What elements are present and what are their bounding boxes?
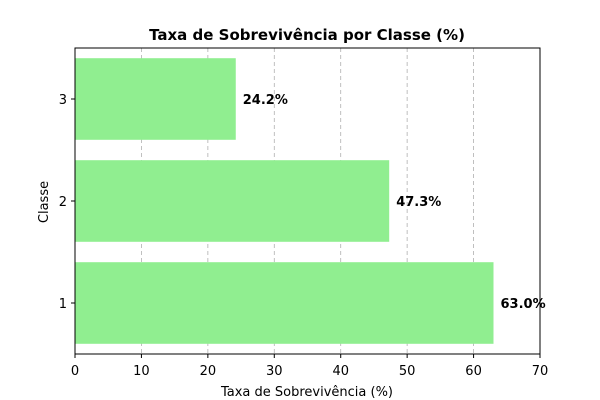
bars: [75, 58, 494, 344]
x-tick-label: 70: [532, 364, 549, 379]
data-labels: 63.0% 47.3% 24.2%: [243, 93, 546, 312]
data-label-class-2: 47.3%: [396, 195, 441, 210]
chart-title: Taxa de Sobrevivência por Classe (%): [149, 26, 465, 44]
x-axis-label: Taxa de Sobrevivência (%): [220, 385, 393, 400]
x-tick-label: 30: [266, 364, 283, 379]
x-axis-ticks: 0 10 20 30 40 50 60 70: [71, 354, 548, 379]
x-tick-label: 10: [133, 364, 150, 379]
x-tick-label: 40: [332, 364, 349, 379]
x-tick-label: 60: [465, 364, 482, 379]
bar-class-3: [75, 58, 236, 140]
data-label-class-1: 63.0%: [501, 297, 546, 312]
y-axis-label: Classe: [37, 181, 52, 223]
bar-class-1: [75, 262, 494, 344]
bar-class-2: [75, 160, 390, 242]
y-tick-label: 3: [59, 93, 67, 108]
data-label-class-3: 24.2%: [243, 93, 288, 108]
x-tick-label: 20: [200, 364, 217, 379]
y-tick-label: 1: [59, 297, 67, 312]
x-tick-label: 50: [399, 364, 416, 379]
x-tick-label: 0: [71, 364, 79, 379]
y-tick-label: 2: [59, 195, 67, 210]
y-axis-ticks: 1 2 3: [59, 93, 75, 312]
